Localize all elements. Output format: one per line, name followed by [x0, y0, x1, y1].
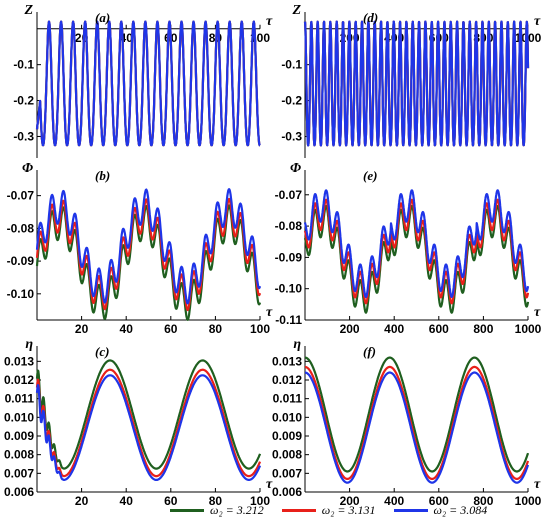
x-tick-label: 80: [209, 322, 223, 336]
y-tick-label: -0.10: [275, 282, 303, 296]
y-tick-label: 0.006: [272, 485, 302, 499]
x-tick-label: 600: [429, 494, 449, 508]
panel-e: -0.07 -0.08 -0.09 -0.10 -0.11 200 400 600 800 100…: [275, 161, 542, 336]
y-tick-label: -0.09: [7, 254, 35, 268]
y-tick-label: -0.2: [281, 94, 302, 108]
series-line-2: [304, 371, 530, 484]
x-axis-label: τ: [534, 14, 541, 29]
y-tick-label: 0.012: [272, 373, 302, 387]
panel-label: (d): [363, 10, 378, 25]
x-tick-label: 1000: [515, 494, 542, 508]
legend: ω₂ = 3.212 ω₂ = 3.131 ω₂ = 3.084: [170, 500, 530, 520]
y-tick-label: -0.1: [281, 58, 302, 72]
x-axis-label: τ: [266, 477, 273, 492]
panel-label: (c): [95, 344, 109, 359]
y-tick-label: 0.013: [272, 354, 302, 368]
series-line-2: [303, 189, 530, 299]
legend-label-1: ω₂ = 3.131: [321, 502, 376, 517]
y-tick-label: 0.011: [273, 392, 303, 406]
y-axis-label: η: [293, 337, 301, 352]
x-tick-label: 100: [250, 494, 270, 508]
y-axis-label: Φ: [290, 161, 301, 176]
y-tick-label: -0.2: [13, 94, 34, 108]
y-tick-label: 0.007: [272, 466, 302, 480]
x-axis-label: τ: [534, 305, 541, 320]
series-line-0: [35, 359, 262, 470]
legend-swatch-2: [393, 508, 428, 512]
series-line-0: [303, 204, 530, 314]
y-tick-label: 0.010: [4, 410, 34, 424]
x-tick-label: 400: [384, 322, 404, 336]
x-tick-label: 800: [473, 322, 493, 336]
panel-label: (f): [363, 344, 376, 359]
series-line-1: [303, 198, 530, 305]
y-tick-label: 0.012: [4, 373, 34, 387]
y-axis-label: Φ: [22, 161, 33, 176]
series-line-1: [35, 197, 262, 312]
x-tick-label: 60: [164, 322, 178, 336]
y-tick-label: -0.07: [7, 189, 35, 203]
legend-item-2: ω₂ = 3.084: [393, 502, 488, 518]
x-tick-label: 200: [340, 322, 360, 336]
y-tick-label: -0.3: [281, 129, 302, 143]
x-tick-label: 60: [164, 494, 178, 508]
y-tick-label: 0.006: [4, 485, 34, 499]
panel-b: -0.07 -0.08 -0.09 -0.10 20 40 60 80 100 Φτ (b): [7, 161, 273, 336]
y-tick-label: -0.10: [7, 287, 35, 301]
x-tick-label: 40: [120, 322, 134, 336]
legend-item-0: ω₂ = 3.212: [170, 503, 264, 518]
y-tick-label: -0.08: [7, 221, 35, 235]
y-tick-label: -0.1: [13, 58, 34, 72]
series-line-2: [35, 374, 262, 481]
x-tick-label: 800: [473, 494, 493, 508]
y-tick-label: 0.011: [5, 392, 35, 406]
x-axis-label: τ: [266, 14, 273, 29]
panel-label: (a): [95, 10, 110, 25]
legend-swatch-0: [170, 508, 204, 512]
panel-f: 0.013 0.012 0.011 0.010 0.009 0.008 0.007 0.006…: [272, 337, 542, 508]
panel-label: (e): [363, 168, 377, 183]
y-tick-label: -0.08: [275, 219, 303, 233]
series-line-0: [304, 356, 530, 473]
x-tick-label: 100: [250, 322, 270, 336]
legend-item-1: ω₂ = 3.131: [281, 502, 376, 518]
panel-label: (b): [95, 168, 110, 183]
x-axis-label: τ: [266, 305, 273, 320]
y-tick-label: -0.07: [275, 188, 303, 202]
x-tick-label: 600: [429, 322, 449, 336]
y-tick-label: 0.013: [4, 354, 34, 368]
y-tick-label: 0.008: [4, 448, 34, 462]
y-tick-label: 0.008: [272, 448, 302, 462]
series-line-2: [303, 20, 530, 147]
y-axis-label: η: [25, 337, 33, 352]
y-tick-label: -0.11: [275, 313, 302, 327]
legend-label-0: ω₂ = 3.212: [210, 502, 264, 517]
legend-label-2: ω₂ = 3.084: [433, 502, 488, 517]
x-tick-label: 40: [120, 494, 134, 508]
y-tick-label: -0.09: [275, 250, 303, 264]
panel-c: 0.013 0.012 0.011 0.010 0.009 0.008 0.007 0.006…: [4, 337, 273, 508]
series-line-2: [35, 20, 261, 147]
series-line-1: [35, 368, 262, 478]
y-tick-label: 0.010: [272, 410, 302, 424]
y-axis-label: Z: [23, 3, 33, 18]
series-line-2: [35, 188, 262, 305]
x-tick-label: 20: [75, 322, 89, 336]
x-tick-label: 200: [340, 494, 360, 508]
x-tick-label: 80: [209, 494, 223, 508]
x-tick-label: 400: [384, 494, 404, 508]
x-tick-label: 1000: [515, 322, 542, 336]
y-tick-label: 0.009: [4, 429, 34, 443]
y-tick-label: -0.3: [13, 129, 34, 143]
x-axis-label: τ: [534, 477, 541, 492]
y-axis-label: Z: [291, 3, 301, 18]
legend-swatch-1: [281, 508, 316, 512]
x-tick-label: 20: [75, 494, 89, 508]
y-tick-label: 0.009: [272, 429, 302, 443]
y-tick-label: 0.007: [4, 466, 34, 480]
